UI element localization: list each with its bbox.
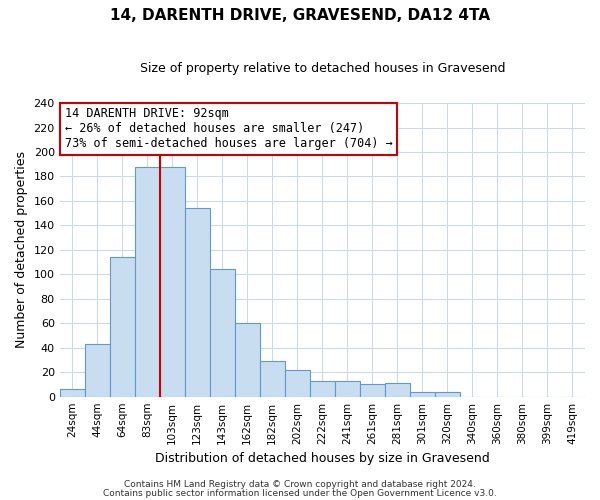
Bar [110, 257, 135, 396]
Bar [385, 383, 410, 396]
Bar [235, 324, 260, 396]
Bar [410, 392, 435, 396]
Text: 14, DARENTH DRIVE, GRAVESEND, DA12 4TA: 14, DARENTH DRIVE, GRAVESEND, DA12 4TA [110, 8, 490, 22]
Text: 14 DARENTH DRIVE: 92sqm
← 26% of detached houses are smaller (247)
73% of semi-d: 14 DARENTH DRIVE: 92sqm ← 26% of detache… [65, 108, 392, 150]
Bar [160, 166, 185, 396]
Bar [310, 381, 335, 396]
Text: Contains HM Land Registry data © Crown copyright and database right 2024.: Contains HM Land Registry data © Crown c… [124, 480, 476, 489]
Bar [285, 370, 310, 396]
Text: Contains public sector information licensed under the Open Government Licence v3: Contains public sector information licen… [103, 488, 497, 498]
Bar [210, 270, 235, 396]
Title: Size of property relative to detached houses in Gravesend: Size of property relative to detached ho… [140, 62, 505, 76]
Y-axis label: Number of detached properties: Number of detached properties [15, 152, 28, 348]
Bar [435, 392, 460, 396]
Bar [59, 390, 85, 396]
Bar [185, 208, 210, 396]
X-axis label: Distribution of detached houses by size in Gravesend: Distribution of detached houses by size … [155, 452, 490, 465]
Bar [85, 344, 110, 397]
Bar [360, 384, 385, 396]
Bar [260, 361, 285, 396]
Bar [135, 166, 160, 396]
Bar [335, 381, 360, 396]
